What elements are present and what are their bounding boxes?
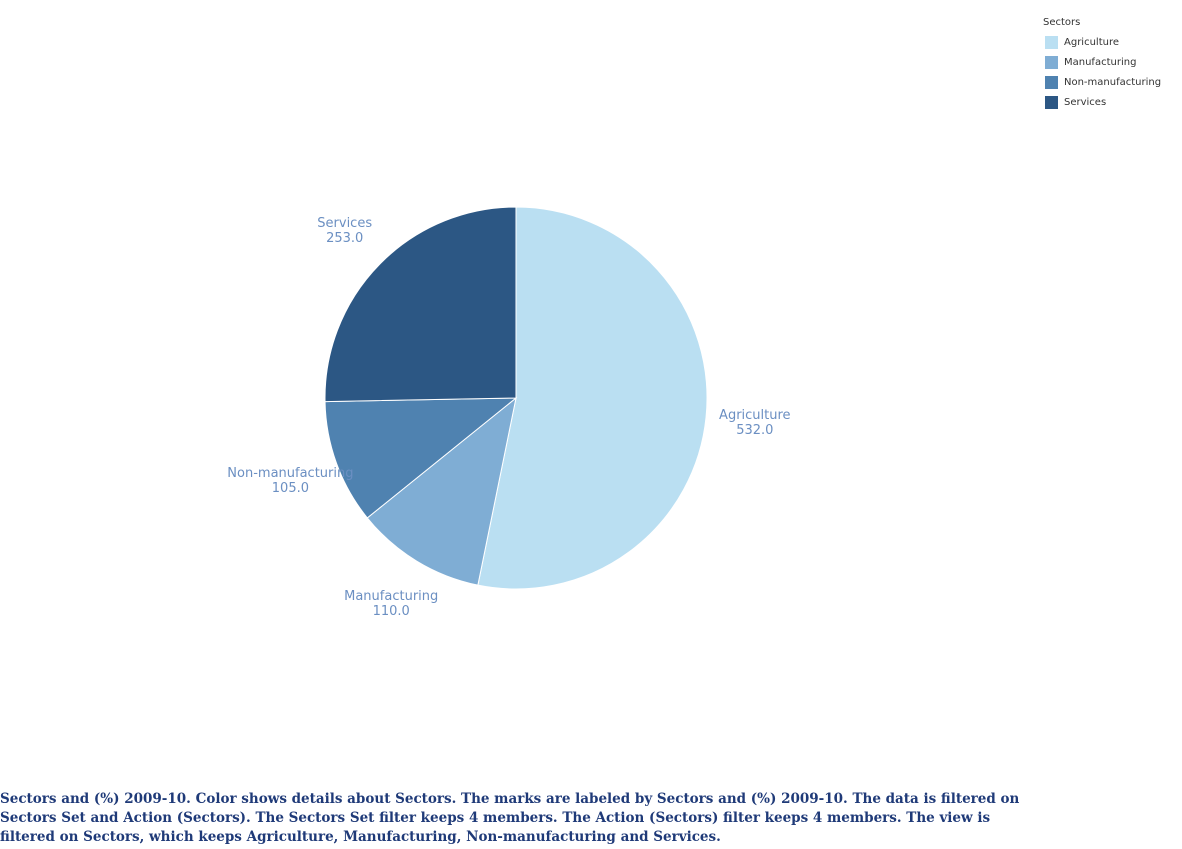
legend-label: Agriculture — [1064, 36, 1119, 48]
legend-item-services[interactable]: Services — [1043, 92, 1178, 112]
pie-label-name: Services — [317, 216, 372, 231]
pie-label-name: Agriculture — [719, 408, 791, 423]
pie-label-value: 105.0 — [272, 481, 309, 496]
pie-label-manufacturing: Manufacturing 110.0 — [344, 589, 438, 619]
pie-slice-services[interactable] — [324, 206, 517, 403]
pie-label-value: 253.0 — [326, 231, 363, 246]
legend-label: Services — [1064, 96, 1107, 108]
pie-slice-labels: Agriculture 532.0 Manufacturing 110.0 Non-ma… — [227, 216, 790, 619]
pie-label-services: Services 253.0 — [317, 216, 372, 246]
pie-label-value: 110.0 — [373, 604, 410, 619]
pie-slice-agriculture[interactable] — [477, 206, 708, 590]
legend: Sectors Agriculture Manufacturing Non-manu… — [1043, 16, 1178, 112]
pie-label-value: 532.0 — [736, 423, 773, 438]
legend-swatch — [1045, 95, 1058, 109]
legend-items: Agriculture Manufacturing Non-manufacturin… — [1043, 32, 1178, 112]
legend-swatch — [1045, 35, 1058, 49]
legend-item-manufacturing[interactable]: Manufacturing — [1043, 52, 1178, 72]
pie-label-non-manufacturing: Non-manufacturing 105.0 — [227, 466, 353, 496]
chart-caption: Sectors and (%) 2009-10. Color shows det… — [0, 791, 1020, 845]
pie-label-agriculture: Agriculture 532.0 — [719, 408, 791, 438]
pie-label-name: Non-manufacturing — [227, 466, 353, 481]
legend-title: Sectors — [1043, 17, 1081, 28]
legend-item-non-manufacturing[interactable]: Non-manufacturing — [1043, 72, 1178, 92]
legend-label: Manufacturing — [1064, 56, 1137, 68]
legend-swatch — [1045, 75, 1058, 89]
legend-swatch — [1045, 55, 1058, 69]
pie-slice-manufacturing[interactable] — [366, 396, 517, 586]
pie-label-name: Manufacturing — [344, 589, 438, 604]
legend-label: Non-manufacturing — [1064, 76, 1162, 88]
pie-slices — [324, 206, 708, 590]
pie-slice-non-manufacturing[interactable] — [324, 397, 518, 519]
legend-item-agriculture[interactable]: Agriculture — [1043, 32, 1178, 52]
